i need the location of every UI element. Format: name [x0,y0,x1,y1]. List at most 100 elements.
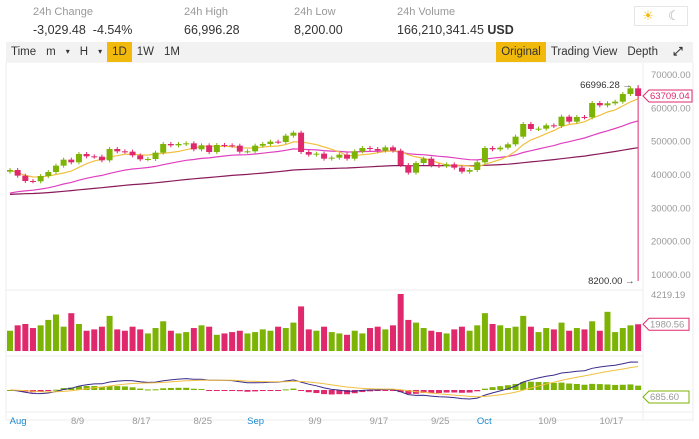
candle-body [435,165,442,167]
macd-histogram-bar [581,384,588,390]
macd-histogram-bar [106,386,113,390]
volume-bar [359,333,366,351]
volume-bar [344,334,351,351]
interval-1w[interactable]: 1W [136,46,155,58]
macd-histogram-bar [298,390,305,391]
candle-body [7,169,13,172]
candle-body [474,162,481,170]
macd-histogram-bar [466,390,473,393]
volume-bar [497,325,504,351]
stat-24h-high: 24h High 66,996.28 [184,6,240,37]
y-tick-label: 10000.00 [651,270,691,281]
macd-histogram-bar [512,383,519,390]
ma-slow-line [9,147,639,195]
volume-bar [190,328,197,351]
price-chart[interactable]: 70000.00 60000.00 50000.00 40000.00 30000.00… [0,62,699,439]
view-trading-view[interactable]: Trading View [550,46,618,58]
volume-bar [305,329,312,351]
macd-histogram-bar [604,384,611,390]
candle-body [520,123,527,137]
candle-body [428,158,435,166]
macd-histogram-bar [152,389,159,391]
low-label: 24h Low [294,6,336,18]
candle-body [190,143,197,150]
volume-bar [144,333,151,351]
volume-bar [313,330,320,351]
volume-bar [183,332,190,351]
candle-body [144,158,151,160]
macd-value-tag [642,390,690,404]
x-tick-label: 8/9 [71,416,84,427]
x-tick-label: 9/17 [370,416,389,427]
candle-body [91,156,98,158]
candle-body [382,147,389,151]
volume-bar [114,329,121,351]
chart-frame [5,62,694,421]
candle-body [160,143,167,153]
macd-histogram-bar [190,388,197,390]
volume-bar [566,330,573,351]
interval-1d[interactable]: 1D [107,42,132,62]
candle-body [52,165,59,172]
volume-bar [198,325,205,351]
candle-body [321,153,328,159]
macd-histogram-bar [451,390,458,393]
macd-histogram-bar [635,385,642,390]
hours-dropdown-icon[interactable]: ▾ [98,47,103,56]
candle-body [558,116,565,126]
expand-icon[interactable]: ⤢ [673,46,683,58]
macd-histogram-bar [336,390,343,395]
candle-body [152,152,159,159]
volume-bar [290,322,297,351]
theme-toggle[interactable]: ☀ ☾ [634,6,688,26]
volume-bar [83,330,90,351]
x-tick-label: Sep [247,416,264,427]
volume-bar [7,330,13,351]
macd-histogram-bar [612,384,619,390]
macd-histogram-bar [252,390,259,392]
macd-histogram-bar [566,383,573,390]
volume-bar [604,311,611,351]
sun-icon[interactable]: ☀ [642,8,654,23]
volume-bar [612,332,619,351]
interval-1m[interactable]: 1M [164,46,181,58]
volume-max-label: 4219.19 [651,290,685,301]
volume-bar [106,315,113,351]
volume-bar [589,321,596,351]
low-value: 8,200.00 [294,23,343,37]
volume-bar [351,330,358,351]
minutes-dropdown-icon[interactable]: ▾ [65,47,70,56]
volume-bar [420,328,427,351]
high-label: 24h High [184,6,229,18]
macd-histogram-bar [83,385,90,390]
volume-bar [619,328,626,351]
volume-bar [152,328,159,351]
view-depth[interactable]: Depth [627,46,658,58]
candle-body [137,155,144,160]
candle-body [589,102,596,118]
interval-minutes[interactable]: m [46,46,56,58]
macd-histogram-bar [344,390,351,395]
candle-body [451,164,458,168]
volume-bar [474,325,481,351]
macd-histogram-bar [435,390,442,393]
candle-body [175,143,182,146]
macd-histogram-bar [504,385,511,390]
candle-body [627,88,634,94]
macd-histogram-bar [267,390,274,391]
candle-body [282,135,289,142]
volume-bar [635,324,642,351]
interval-time[interactable]: Time [11,46,37,58]
volume-bar [374,326,381,351]
moon-icon[interactable]: ☾ [668,8,680,23]
interval-hours[interactable]: H [79,46,89,58]
volume-bar [504,328,511,351]
view-original[interactable]: Original [496,42,546,62]
volume-bar [481,313,488,351]
y-tick-label: 40000.00 [651,170,691,181]
volume-bar [60,326,67,351]
volume-bar [451,329,458,351]
candle-body [443,164,450,166]
volume-bar [443,333,450,351]
candle-body [198,145,205,150]
